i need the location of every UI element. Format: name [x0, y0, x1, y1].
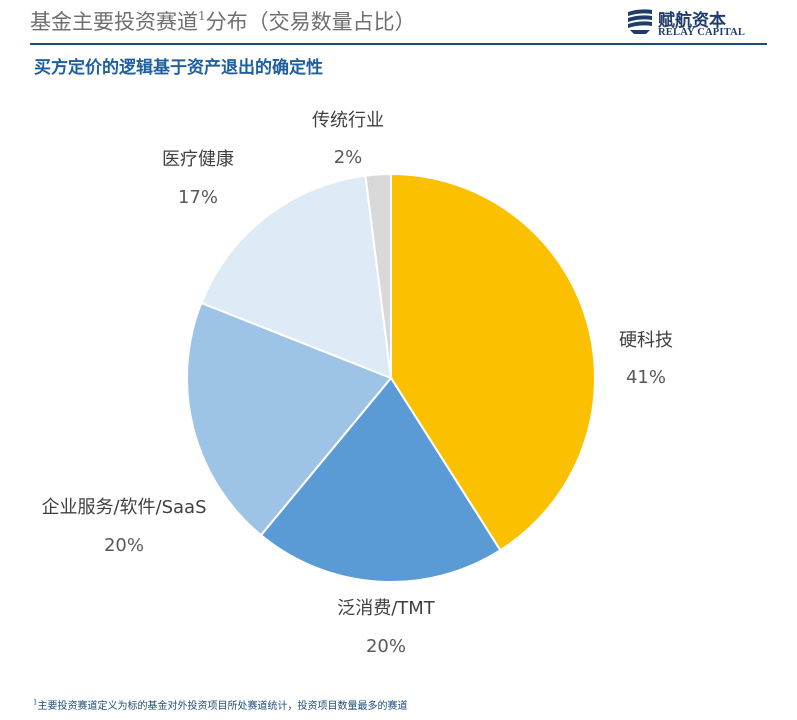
slice-value-label: 20%: [366, 636, 406, 657]
slice-label: 传统行业: [312, 110, 384, 131]
slice-value-label: 17%: [178, 187, 218, 208]
slice-value-label: 41%: [626, 367, 666, 388]
slice-label: 企业服务/软件/SaaS: [41, 497, 206, 518]
slice-value-label: 2%: [334, 147, 363, 168]
slice-label: 泛消费/TMT: [337, 598, 436, 619]
slice-label: 医疗健康: [162, 149, 234, 170]
footnote-text: 主要投资赛道定义为标的基金对外投资项目所处赛道统计，投资项目数量最多的赛道: [37, 701, 407, 712]
slice-value-label: 20%: [104, 535, 144, 556]
slice-label: 硬科技: [619, 330, 673, 351]
footnote: 1主要投资赛道定义为标的基金对外投资项目所处赛道统计，投资项目数量最多的赛道: [33, 697, 407, 712]
